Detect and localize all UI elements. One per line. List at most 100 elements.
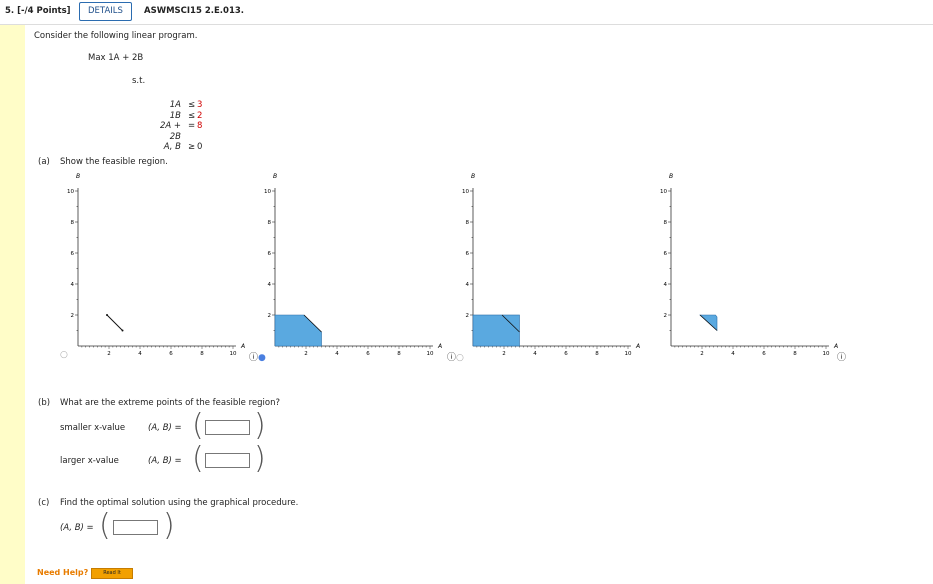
- radio-icon[interactable]: ○: [456, 353, 464, 363]
- constraint-row: 2A + 2B = 8: [159, 121, 203, 142]
- x-ticks: 2 4 6 8 10: [476, 346, 632, 357]
- question-header: 5. [-/4 Points] DETAILS ASWMSCI15 2.E.01…: [0, 0, 933, 25]
- need-help-label: Need Help?: [37, 568, 89, 577]
- x-tick-label: 10: [823, 351, 830, 357]
- y-tick-label: 8: [466, 220, 470, 226]
- subject-to-label: s.t.: [132, 76, 146, 86]
- y-tick-label: 2: [466, 313, 470, 319]
- constraint-line-segment: [106, 314, 123, 331]
- ab-equals-label: (A, B) =: [148, 423, 182, 433]
- y-ticks: 2 4 6 8 10: [660, 189, 671, 331]
- x-ticks: 2 4 6 8 10: [278, 346, 434, 357]
- right-paren: ): [163, 508, 175, 543]
- y-tick-label: 8: [664, 220, 668, 226]
- y-tick-label: 10: [660, 189, 667, 195]
- larger-x-label: larger x-value: [60, 456, 119, 466]
- feasible-region: [472, 314, 520, 347]
- optimal-solution-input[interactable]: [113, 520, 158, 535]
- y-tick-label: 10: [264, 189, 271, 195]
- details-button[interactable]: DETAILS: [79, 2, 132, 21]
- y-tick-label: 10: [67, 189, 74, 195]
- y-tick-label: 6: [466, 251, 470, 257]
- constraint-row: 1A ≤ 3: [169, 100, 203, 110]
- x-tick-label: 2: [502, 351, 506, 357]
- info-icon[interactable]: ⓘ: [447, 353, 457, 363]
- x-tick-label: 10: [625, 351, 632, 357]
- objective-function: Max 1A + 2B: [88, 53, 144, 63]
- radio-icon[interactable]: ●: [258, 353, 266, 363]
- y-tick-label: 2: [664, 313, 668, 319]
- y-ticks: 2 4 6 8 10: [462, 189, 473, 331]
- larger-x-answer-input[interactable]: [205, 453, 250, 468]
- svg-text:B: B: [471, 173, 475, 180]
- x-tick-label: 10: [230, 351, 237, 357]
- svg-text:B: B: [669, 173, 673, 180]
- feasible-region: [274, 314, 322, 347]
- ab-equals-label: (A, B) =: [148, 456, 182, 466]
- y-ticks: 2 4 6 8 10: [67, 189, 78, 331]
- graph-option-1[interactable]: B 2 4 6 8 10 2 4 6 8 10 A ○: [48, 168, 248, 368]
- y-tick-label: 6: [71, 251, 75, 257]
- left-paren: (: [99, 508, 111, 543]
- x-tick-label: 6: [169, 351, 173, 357]
- y-ticks: 2 4 6 8 10: [264, 189, 275, 331]
- question-points: 5. [-/4 Points]: [5, 6, 71, 16]
- y-tick-label: 4: [71, 282, 75, 288]
- y-tick-label: 4: [268, 282, 272, 288]
- x-tick-label: 4: [731, 351, 735, 357]
- info-icon[interactable]: ⓘ: [249, 353, 259, 363]
- x-tick-label: 8: [200, 351, 204, 357]
- y-axis-label: B: [76, 173, 80, 180]
- x-tick-label: 6: [564, 351, 568, 357]
- y-tick-label: 8: [268, 220, 272, 226]
- x-tick-label: 4: [533, 351, 537, 357]
- y-tick-label: 4: [466, 282, 470, 288]
- constraint-row: 1B ≤ 2: [169, 110, 203, 121]
- svg-text:A: A: [437, 343, 442, 350]
- radio-icon[interactable]: ○: [60, 350, 68, 360]
- problem-intro: Consider the following linear program.: [34, 31, 198, 41]
- x-tick-label: 8: [397, 351, 401, 357]
- graph-option-2[interactable]: B 2 4 6 8 10 2 4 6 8 10 A ⓘ ●: [245, 168, 445, 368]
- x-tick-label: 8: [793, 351, 797, 357]
- x-tick-label: 6: [762, 351, 766, 357]
- graph-option-3[interactable]: B 2 4 6 8 10 2 4 6 8 10 A ⓘ ○: [443, 168, 643, 368]
- x-ticks: 2 4 6 8 10: [81, 346, 237, 357]
- left-paren: (: [192, 408, 204, 443]
- svg-text:A: A: [833, 343, 838, 350]
- svg-text:B: B: [273, 173, 277, 180]
- y-tick-label: 8: [71, 220, 75, 226]
- constraint-row: A, B ≥ 0: [163, 142, 203, 152]
- y-tick-label: 10: [462, 189, 469, 195]
- y-tick-label: 6: [664, 251, 668, 257]
- graph-option-4[interactable]: B 2 4 6 8 10 2 4 6 8 10 A ⓘ: [641, 168, 846, 368]
- read-it-button[interactable]: Read It: [91, 568, 133, 579]
- y-tick-label: 2: [71, 313, 75, 319]
- svg-text:A: A: [635, 343, 640, 350]
- x-axis-label: A: [240, 343, 245, 350]
- ab-equals-label: (A, B) =: [60, 523, 94, 533]
- left-paren: (: [192, 441, 204, 476]
- x-ticks: 2 4 6 8 10: [674, 346, 830, 357]
- smaller-x-answer-input[interactable]: [205, 420, 250, 435]
- smaller-x-label: smaller x-value: [60, 423, 126, 433]
- y-tick-label: 6: [268, 251, 272, 257]
- y-tick-label: 2: [268, 313, 272, 319]
- right-paren: ): [254, 441, 266, 476]
- x-tick-label: 10: [427, 351, 434, 357]
- info-icon[interactable]: ⓘ: [837, 353, 847, 363]
- part-a-text: Show the feasible region.: [60, 157, 168, 167]
- x-tick-label: 8: [595, 351, 599, 357]
- part-a-label: (a): [38, 157, 50, 167]
- y-tick-label: 4: [664, 282, 668, 288]
- x-tick-label: 4: [138, 351, 142, 357]
- x-tick-label: 6: [366, 351, 370, 357]
- part-c-label: (c): [38, 498, 50, 508]
- left-sidebar-strip: [0, 25, 25, 584]
- x-tick-label: 2: [304, 351, 308, 357]
- constraints-block: 1A ≤ 3 1B ≤ 2 2A + 2B = 8 A, B ≥ 0: [147, 100, 207, 153]
- x-tick-label: 4: [335, 351, 339, 357]
- x-tick-label: 2: [107, 351, 111, 357]
- part-c-text: Find the optimal solution using the grap…: [60, 498, 299, 508]
- right-paren: ): [254, 408, 266, 443]
